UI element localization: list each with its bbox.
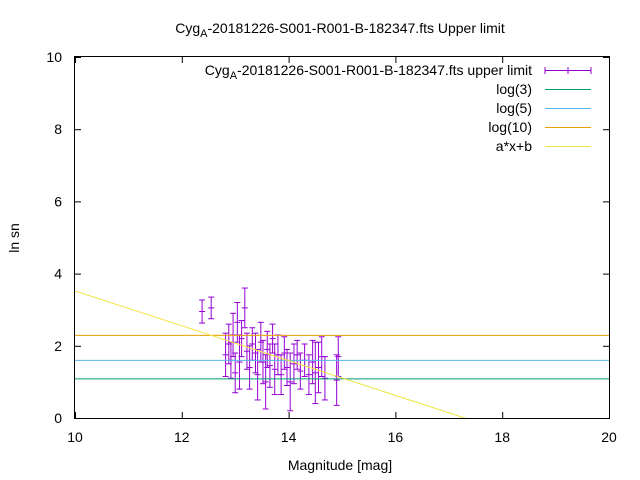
data-point [287, 352, 294, 412]
y-axis-label: ln sn [6, 223, 22, 253]
series-line [75, 290, 467, 418]
data-point [309, 339, 316, 385]
y-tick-label: 0 [54, 410, 62, 426]
data-point [246, 345, 253, 390]
data-point [283, 348, 290, 387]
legend-entry: log(10) [488, 119, 591, 135]
errorbar-series [199, 287, 342, 412]
title-rest: -20181226-S001-R001-B-182347.fts Upper l… [207, 20, 504, 36]
y-tick-label: 2 [54, 338, 62, 354]
y-tick-label: 10 [46, 49, 62, 65]
y-tick-label: 4 [54, 266, 62, 282]
x-tick-label: 12 [174, 429, 190, 445]
data-point [315, 341, 322, 394]
data-point [199, 299, 206, 324]
title-subscript: A [200, 28, 208, 40]
data-point [249, 327, 256, 361]
data-point [294, 339, 301, 370]
x-tick-label: 10 [67, 429, 83, 445]
legend-entry: CygA-20181226-S001-R001-B-182347.fts upp… [205, 62, 592, 82]
x-tick-label: 20 [601, 429, 617, 445]
data-point [241, 287, 248, 329]
plot-frame [74, 56, 610, 419]
legend-label: log(5) [496, 100, 532, 116]
legend-entry: log(3) [496, 81, 591, 97]
data-point [232, 352, 239, 394]
y-tick-label: 8 [54, 121, 62, 137]
data-point [266, 343, 273, 388]
data-point [305, 354, 312, 396]
data-point [271, 343, 278, 396]
x-tick-label: 16 [388, 429, 404, 445]
data-point [312, 341, 319, 405]
data-point [243, 332, 250, 370]
data-point [290, 343, 297, 385]
legend-label: log(10) [488, 119, 532, 135]
legend-label: a*x+b [496, 138, 532, 154]
legend-entry: log(5) [496, 100, 591, 116]
data-point [297, 352, 304, 390]
axis-ticks: 10 12 14 16 18 20 0 2 4 6 8 10 [46, 49, 617, 445]
title-base: Cyg [175, 20, 200, 36]
data-point [259, 339, 266, 385]
data-point [264, 330, 271, 368]
data-point [208, 296, 215, 320]
legend-label: CygA-20181226-S001-R001-B-182347.fts upp… [205, 62, 532, 82]
data-point [321, 356, 328, 401]
x-axis-label: Magnitude [mag] [288, 457, 392, 473]
x-tick-label: 18 [494, 429, 510, 445]
data-point [333, 354, 340, 406]
legend-label: log(3) [496, 81, 532, 97]
legend-entry: a*x+b [496, 138, 591, 154]
data-point [254, 348, 261, 401]
legend: CygA-20181226-S001-R001-B-182347.fts upp… [205, 62, 592, 154]
y-tick-label: 6 [54, 193, 62, 209]
data-point [238, 320, 245, 358]
chart-title: CygA-20181226-S001-R001-B-182347.fts Upp… [175, 20, 505, 40]
x-tick-label: 14 [281, 429, 297, 445]
data-point [278, 354, 285, 396]
data-point [281, 336, 288, 370]
plot-area [75, 287, 609, 418]
